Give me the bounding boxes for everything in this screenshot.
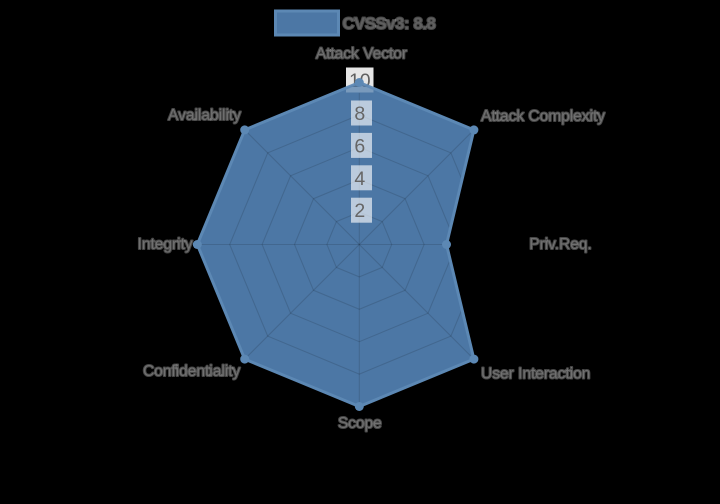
svg-text:2: 2	[354, 200, 365, 222]
svg-text:8: 8	[354, 103, 365, 125]
svg-text:6: 6	[354, 135, 365, 157]
svg-text:Availability: Availability	[168, 107, 241, 124]
svg-text:Scope: Scope	[338, 415, 382, 432]
svg-text:Confidentiality: Confidentiality	[143, 363, 241, 380]
svg-text:Attack Complexity: Attack Complexity	[481, 108, 605, 125]
svg-text:Attack Vector: Attack Vector	[316, 46, 407, 63]
svg-text:4: 4	[354, 168, 365, 190]
svg-text:Integrity: Integrity	[138, 236, 193, 253]
svg-text:CVSSv3: 8.8: CVSSv3: 8.8	[343, 15, 436, 33]
svg-text:Priv.Req.: Priv.Req.	[529, 236, 592, 253]
svg-text:User Interaction: User Interaction	[481, 366, 590, 383]
